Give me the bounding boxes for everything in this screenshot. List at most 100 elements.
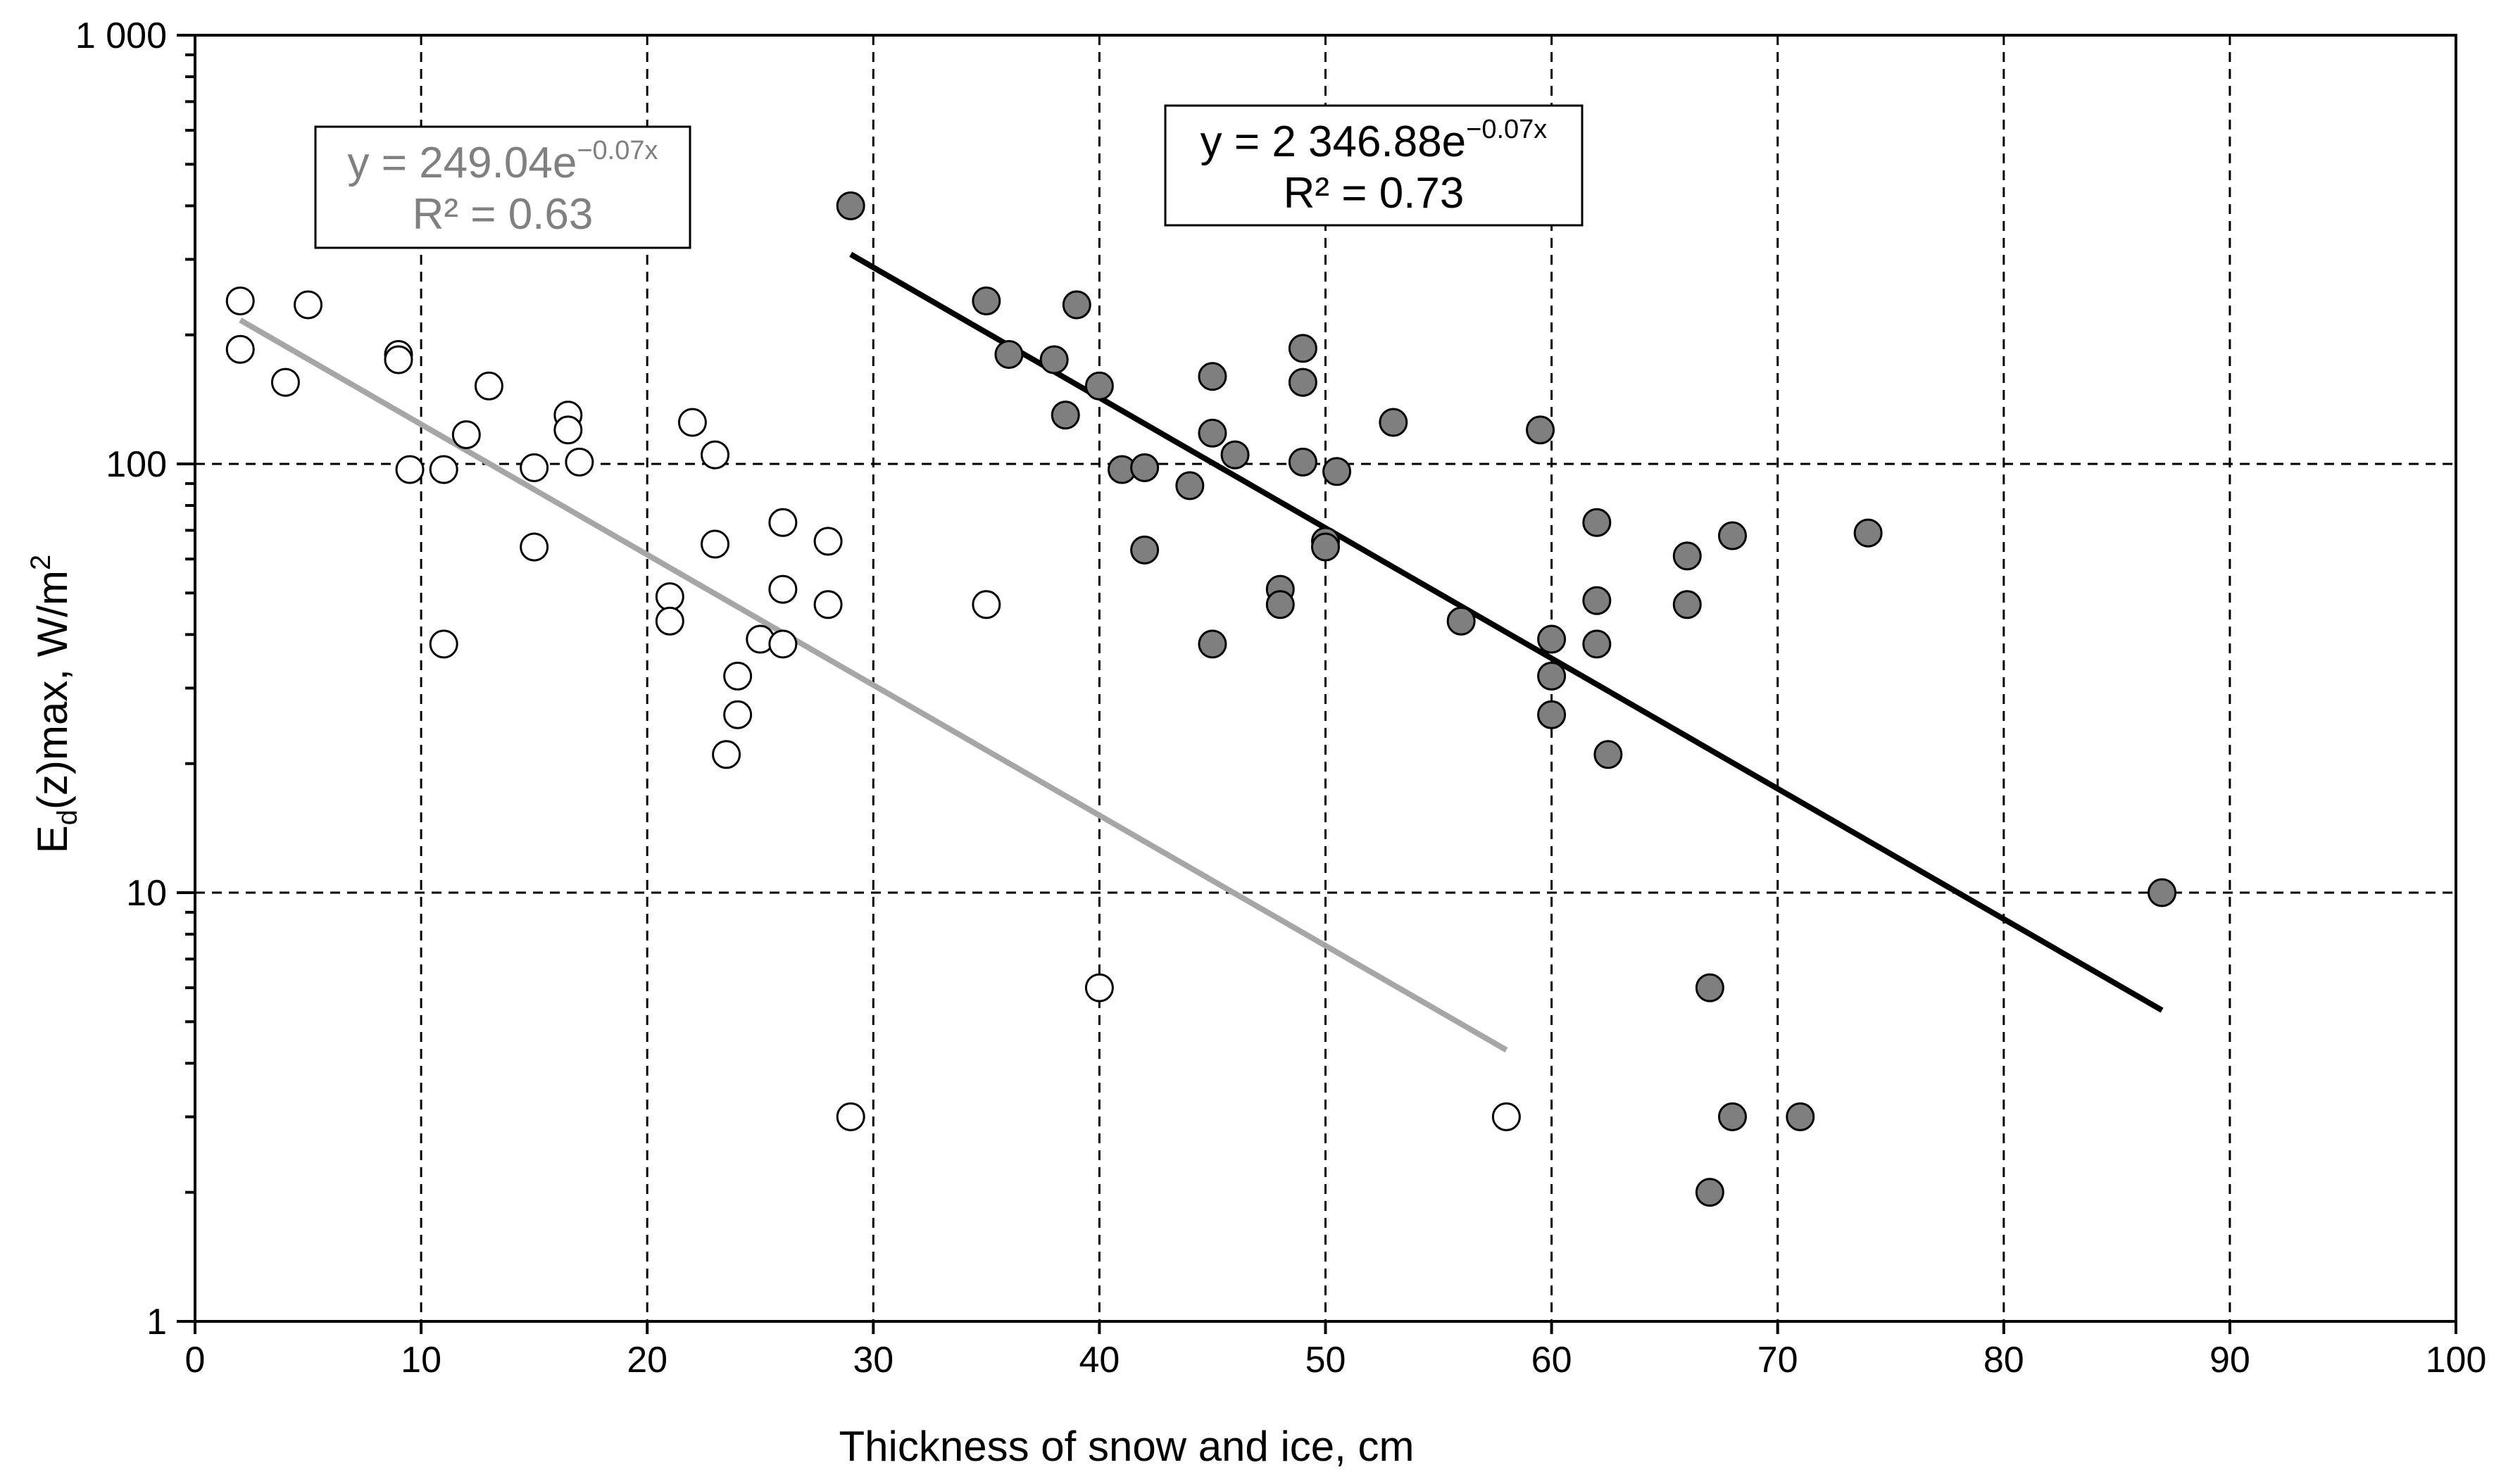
point-dark bbox=[1537, 661, 1567, 691]
point-dark bbox=[1288, 367, 1317, 397]
point-dark bbox=[1198, 629, 1227, 659]
x-axis-title: Thickness of snow and ice, cm bbox=[839, 1423, 1414, 1470]
x-tick-label: 50 bbox=[1305, 1340, 1346, 1381]
point-light bbox=[429, 629, 458, 659]
trendline-equation-box-light: y = 249.04e−0.07x R² = 0.63 bbox=[314, 125, 691, 249]
x-tick-label: 30 bbox=[853, 1340, 894, 1381]
point-light bbox=[451, 420, 481, 449]
x-tick-label: 20 bbox=[627, 1340, 667, 1381]
point-dark bbox=[994, 340, 1024, 370]
point-dark bbox=[1853, 518, 1883, 548]
y-axis-title-rest: (z)max, W/m bbox=[29, 570, 76, 810]
data-points bbox=[225, 191, 2177, 1207]
y-axis-title-sup: 2 bbox=[25, 555, 56, 570]
y-tick-label: 100 bbox=[106, 444, 167, 485]
point-dark bbox=[1130, 453, 1160, 482]
y-axis-title: Ed(z)max, W/m2 bbox=[25, 555, 83, 853]
point-light bbox=[1491, 1102, 1521, 1131]
point-light bbox=[553, 415, 583, 445]
point-light bbox=[1084, 973, 1114, 1002]
point-light bbox=[429, 455, 458, 484]
point-dark bbox=[1672, 590, 1702, 620]
equation-light: y = 249.04e−0.07x bbox=[348, 136, 658, 187]
point-dark bbox=[2148, 878, 2177, 907]
point-light bbox=[701, 440, 730, 470]
r2-light: R² = 0.63 bbox=[413, 190, 594, 239]
point-dark bbox=[1051, 401, 1080, 430]
trendlines bbox=[239, 251, 2164, 1052]
point-dark bbox=[1695, 1178, 1724, 1207]
trendline-light bbox=[239, 317, 1508, 1052]
point-light bbox=[384, 345, 413, 375]
point-dark bbox=[1220, 440, 1250, 470]
equation-dark-prefix: y = 2 346.88e bbox=[1201, 118, 1466, 166]
point-dark bbox=[1379, 408, 1408, 437]
point-dark bbox=[1695, 973, 1724, 1002]
y-tick-label: 1 bbox=[146, 1302, 167, 1342]
x-tick-label: 70 bbox=[1757, 1340, 1798, 1381]
point-dark bbox=[1717, 521, 1747, 551]
point-dark bbox=[1130, 535, 1160, 565]
point-dark bbox=[1582, 508, 1612, 537]
point-dark bbox=[1062, 290, 1091, 320]
x-tick-label: 90 bbox=[2209, 1340, 2250, 1381]
point-dark bbox=[1265, 590, 1295, 620]
point-light bbox=[768, 574, 798, 604]
point-light bbox=[520, 453, 549, 482]
point-light bbox=[723, 700, 753, 729]
point-light bbox=[768, 508, 798, 537]
point-dark bbox=[1288, 334, 1317, 363]
x-tick-label: 100 bbox=[2426, 1340, 2487, 1381]
point-light bbox=[701, 529, 730, 559]
point-dark bbox=[1084, 371, 1114, 401]
point-dark bbox=[1288, 447, 1317, 477]
point-light bbox=[972, 590, 1001, 620]
x-tick-label: 0 bbox=[185, 1340, 206, 1381]
point-light bbox=[474, 371, 503, 401]
y-axis-title-sub: d bbox=[52, 810, 83, 825]
x-tick-label: 40 bbox=[1079, 1340, 1120, 1381]
point-dark bbox=[1198, 418, 1227, 448]
point-dark bbox=[1526, 415, 1555, 445]
point-dark bbox=[1717, 1102, 1747, 1131]
point-dark bbox=[1175, 471, 1205, 501]
y-tick-label: 1 000 bbox=[75, 15, 167, 56]
point-dark bbox=[1537, 624, 1567, 654]
equation-dark-exponent: −0.07x bbox=[1466, 115, 1547, 144]
point-light bbox=[520, 532, 549, 562]
point-light bbox=[768, 629, 798, 659]
point-dark bbox=[1446, 606, 1476, 636]
point-dark bbox=[1786, 1102, 1815, 1131]
point-light bbox=[813, 527, 843, 556]
point-light bbox=[712, 740, 741, 769]
equation-light-prefix: y = 249.04e bbox=[348, 139, 577, 187]
equation-box-light-frame bbox=[314, 125, 691, 249]
x-tick-labels: 0 10 20 30 40 50 60 70 80 90 100 bbox=[185, 1340, 2487, 1381]
point-dark bbox=[1537, 700, 1567, 729]
point-light bbox=[655, 582, 684, 612]
x-tick-label: 60 bbox=[1531, 1340, 1572, 1381]
equation-box-dark-frame bbox=[1164, 104, 1584, 227]
point-light bbox=[677, 408, 707, 437]
r2-dark: R² = 0.73 bbox=[1284, 169, 1465, 218]
point-dark bbox=[1672, 541, 1702, 571]
point-light bbox=[723, 661, 753, 691]
point-light bbox=[395, 455, 425, 484]
axes bbox=[177, 34, 2457, 1334]
point-light bbox=[836, 1102, 865, 1131]
y-axis-title-base: E bbox=[29, 825, 76, 853]
point-dark bbox=[1582, 629, 1612, 659]
equation-light-exponent: −0.07x bbox=[577, 136, 658, 165]
x-tick-label: 10 bbox=[401, 1340, 441, 1381]
point-dark bbox=[1593, 740, 1623, 769]
point-dark bbox=[1198, 362, 1227, 391]
y-tick-label: 10 bbox=[126, 873, 167, 914]
point-dark bbox=[1582, 586, 1612, 615]
point-dark bbox=[836, 191, 865, 220]
point-light bbox=[813, 590, 843, 620]
point-dark bbox=[1039, 345, 1069, 375]
equation-dark: y = 2 346.88e−0.07x bbox=[1201, 115, 1548, 166]
point-dark bbox=[1322, 457, 1352, 486]
point-light bbox=[294, 290, 323, 320]
